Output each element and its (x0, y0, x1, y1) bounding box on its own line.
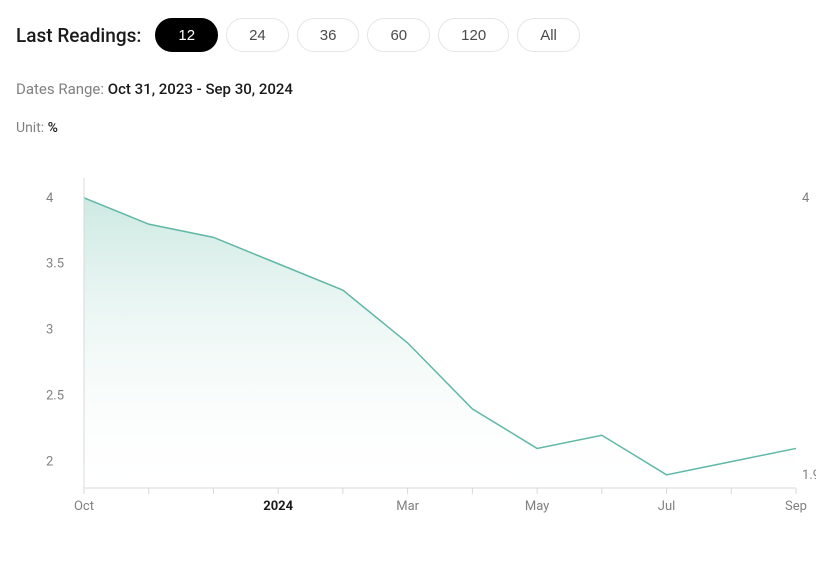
chart-area-fill (84, 198, 796, 488)
right-annotation: 1.9 (802, 468, 816, 483)
y-tick-label: 2.5 (46, 389, 64, 404)
right-annotation: 4 (802, 191, 810, 206)
readings-label: Last Readings: (16, 24, 141, 47)
unit-value: % (48, 120, 58, 136)
readings-selector-row: Last Readings: 12243660120All (16, 18, 816, 52)
x-tick-label: May (525, 499, 549, 514)
readings-option-60[interactable]: 60 (367, 18, 430, 52)
x-tick-label: Mar (396, 499, 419, 514)
unit: Unit: % (16, 120, 816, 136)
y-tick-label: 2 (46, 455, 53, 470)
readings-option-120[interactable]: 120 (438, 18, 509, 52)
x-tick-label: Oct (74, 499, 94, 514)
dates-range-label: Dates Range: (16, 80, 104, 98)
readings-option-36[interactable]: 36 (297, 18, 360, 52)
dates-range: Dates Range: Oct 31, 2023 - Sep 30, 2024 (16, 80, 816, 98)
y-tick-label: 3 (46, 323, 53, 338)
x-tick-label: Sep (785, 499, 807, 514)
chart-container: 2 2.5 3 3.5 4 Oct 2024 Mar May Jul Sep 4 1.9 (16, 168, 816, 538)
readings-option-12[interactable]: 12 (155, 18, 218, 52)
x-tick-label: Jul (658, 499, 676, 514)
dates-range-value: Oct 31, 2023 - Sep 30, 2024 (108, 80, 293, 98)
y-tick-label: 4 (46, 191, 54, 206)
readings-option-all[interactable]: All (517, 18, 580, 52)
area-chart: 2 2.5 3 3.5 4 Oct 2024 Mar May Jul Sep 4 1.9 (16, 168, 816, 538)
x-tick-label: 2024 (263, 499, 293, 514)
readings-option-24[interactable]: 24 (226, 18, 289, 52)
unit-label: Unit: (16, 120, 44, 136)
y-tick-label: 3.5 (46, 257, 64, 272)
